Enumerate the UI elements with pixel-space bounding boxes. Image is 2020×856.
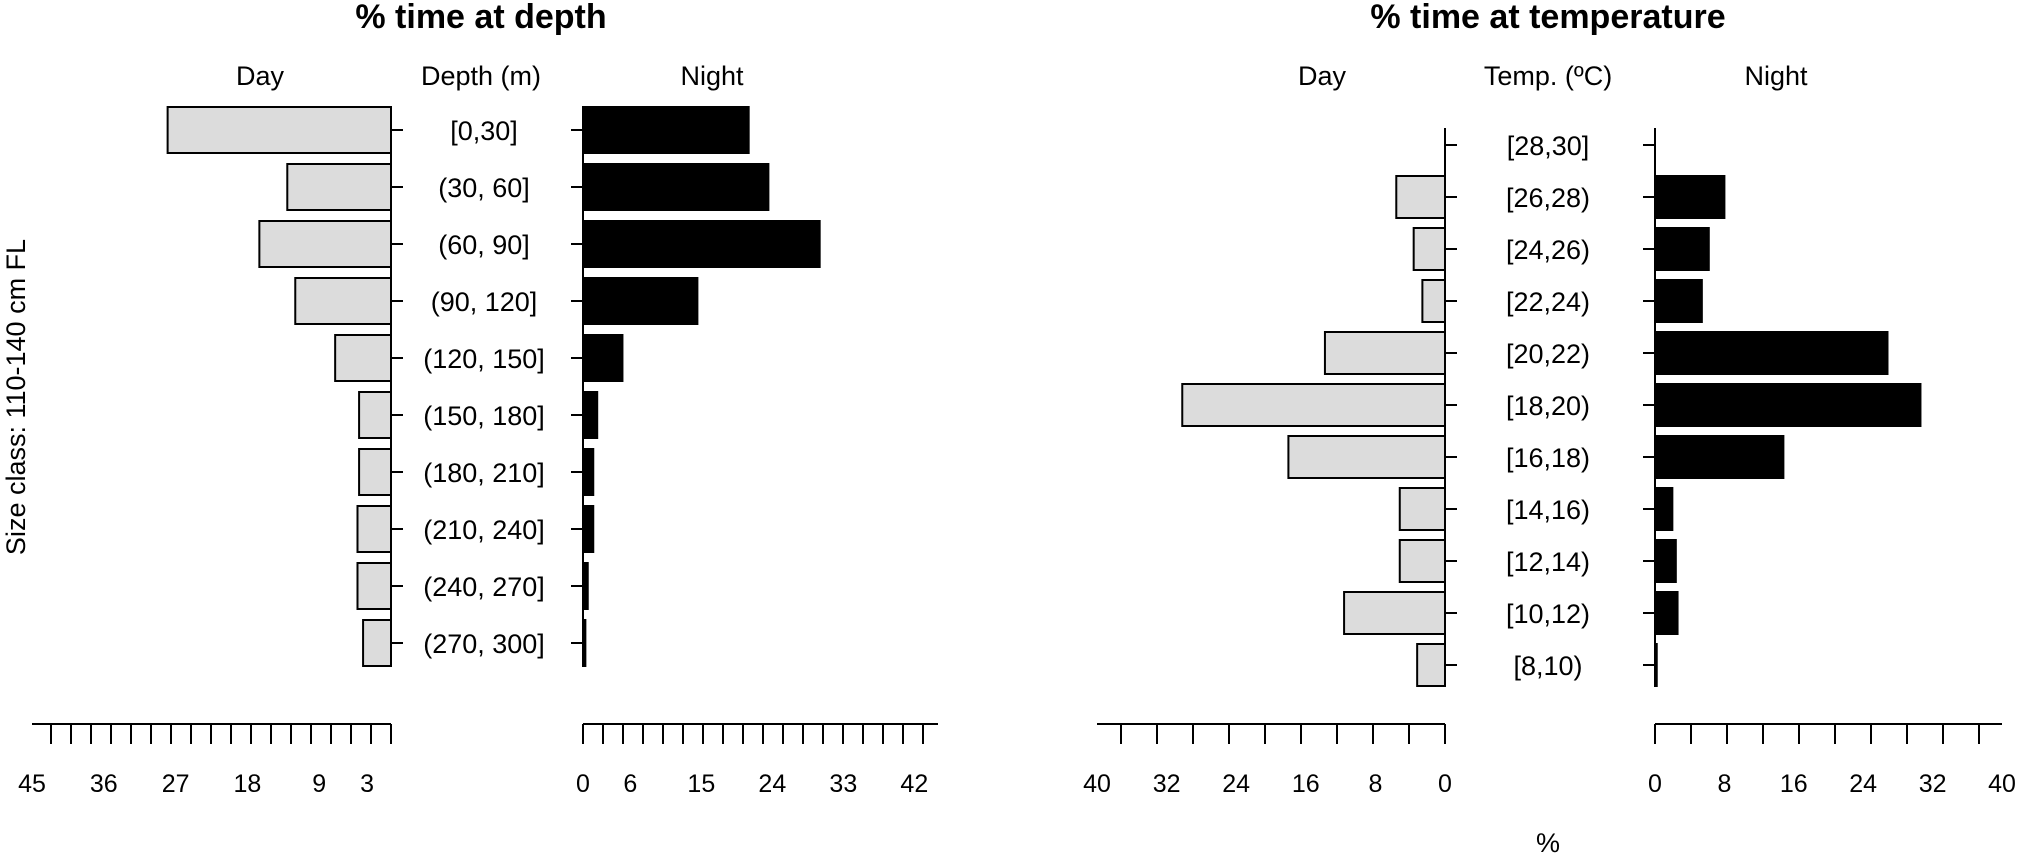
panel-title: % time at depth — [355, 0, 606, 36]
day-bar — [1421, 279, 1447, 323]
day-tick-label: 45 — [18, 770, 46, 798]
category-label: (270, 300] — [423, 629, 545, 659]
night-bar — [1654, 435, 1785, 479]
night-bar — [582, 448, 595, 496]
bars-layer — [166, 106, 1922, 687]
category-label: [8,10) — [1513, 651, 1582, 681]
night-bar — [582, 562, 589, 610]
night-bar — [1654, 539, 1677, 583]
day-bar — [356, 562, 393, 610]
category-label: [10,12) — [1506, 599, 1590, 629]
day-bar — [356, 505, 393, 553]
day-bar — [258, 220, 392, 268]
night-tick-label: 33 — [829, 770, 857, 798]
day-header: Day — [1298, 61, 1347, 91]
day-bar — [1287, 435, 1447, 479]
night-bar — [582, 163, 770, 211]
category-label: [22,24) — [1506, 287, 1590, 317]
category-label: (180, 210] — [423, 458, 545, 488]
night-tick-label: 24 — [1849, 770, 1877, 798]
night-tick-label: 0 — [576, 770, 590, 798]
day-tick-label: 16 — [1292, 770, 1320, 798]
day-bar — [1412, 227, 1447, 271]
category-label: (150, 180] — [423, 401, 545, 431]
night-bar — [1654, 591, 1679, 635]
night-bar — [582, 106, 750, 154]
night-bar — [1654, 331, 1889, 375]
day-bar — [286, 163, 392, 211]
day-tick-label: 18 — [233, 770, 261, 798]
night-tick-label: 0 — [1648, 770, 1662, 798]
category-label: (120, 150] — [423, 344, 545, 374]
y-axis-label: Size class: 110-140 cm FL — [1, 239, 31, 555]
day-tick-label: 32 — [1153, 770, 1181, 798]
category-label: [18,20) — [1506, 391, 1590, 421]
night-bar — [1654, 643, 1658, 687]
night-bar — [1654, 487, 1674, 531]
category-label: [0,30] — [450, 116, 518, 146]
day-bar — [358, 391, 393, 439]
day-bar — [362, 619, 393, 667]
night-header: Night — [1744, 61, 1808, 91]
day-tick-label: 0 — [1438, 770, 1452, 798]
category-label: (210, 240] — [423, 515, 545, 545]
day-bar — [1398, 487, 1447, 531]
night-tick-label: 6 — [623, 770, 637, 798]
night-bar — [1654, 175, 1726, 219]
category-label: [24,26) — [1506, 235, 1590, 265]
night-bar — [582, 505, 595, 553]
panel-title: % time at temperature — [1370, 0, 1725, 36]
day-tick-label: 36 — [90, 770, 118, 798]
day-header: Day — [236, 61, 285, 91]
category-label: (90, 120] — [431, 287, 538, 317]
night-tick-label: 24 — [758, 770, 786, 798]
night-bar — [1654, 383, 1922, 427]
night-header: Night — [680, 61, 744, 91]
night-bar — [582, 334, 624, 382]
category-label: (30, 60] — [438, 173, 530, 203]
night-bar — [1654, 279, 1703, 323]
day-tick-label: 8 — [1368, 770, 1382, 798]
day-tick-label: 40 — [1083, 770, 1111, 798]
day-bar — [294, 277, 392, 325]
night-bar — [582, 619, 587, 667]
day-bar — [1323, 331, 1446, 375]
day-tick-label: 27 — [162, 770, 190, 798]
day-tick-label: 3 — [360, 770, 374, 798]
category-label: [28,30] — [1507, 131, 1590, 161]
night-tick-label: 42 — [900, 770, 928, 798]
category-header: Temp. (ºC) — [1484, 61, 1612, 91]
category-label: [12,14) — [1506, 547, 1590, 577]
category-label: [20,22) — [1506, 339, 1590, 369]
day-bar — [1398, 539, 1447, 583]
night-tick-label: 40 — [1988, 770, 2016, 798]
night-bar — [582, 220, 821, 268]
day-bar — [166, 106, 392, 154]
day-bar — [334, 334, 392, 382]
night-bar — [1654, 227, 1710, 271]
category-header: Depth (m) — [421, 61, 541, 91]
day-bar — [358, 448, 393, 496]
night-bar — [582, 277, 699, 325]
day-bar — [1181, 383, 1446, 427]
day-bar — [1343, 591, 1446, 635]
night-bar — [582, 391, 599, 439]
category-label: [16,18) — [1506, 443, 1590, 473]
night-tick-label: 16 — [1780, 770, 1808, 798]
category-label: (240, 270] — [423, 572, 545, 602]
night-tick-label: 15 — [687, 770, 715, 798]
category-label: [14,16) — [1506, 495, 1590, 525]
night-tick-label: 8 — [1717, 770, 1731, 798]
x-unit-label: % — [1536, 828, 1560, 856]
category-label: [26,28) — [1506, 183, 1590, 213]
day-tick-label: 24 — [1222, 770, 1250, 798]
category-label: (60, 90] — [438, 230, 530, 260]
day-tick-label: 9 — [312, 770, 326, 798]
day-bar — [1395, 175, 1447, 219]
day-bar — [1416, 643, 1447, 687]
night-tick-label: 32 — [1919, 770, 1947, 798]
